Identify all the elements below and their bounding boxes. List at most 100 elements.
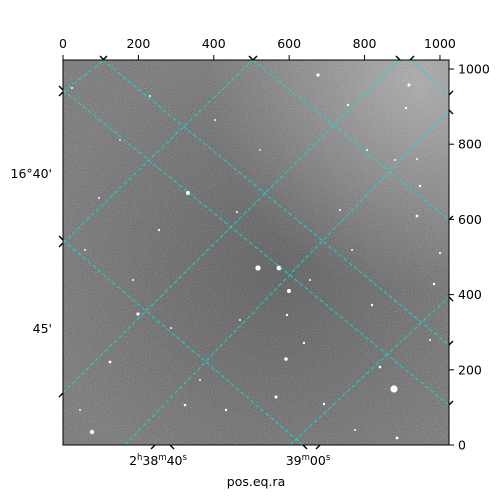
star-42 [259,149,261,151]
star-47 [354,429,356,431]
ra-tick-label-2: 39m00s [286,453,331,468]
world-tick-3 [102,55,108,61]
grid-line-0 [63,60,105,93]
star-19 [370,303,374,307]
world-tick-4 [409,55,415,61]
star-37 [84,249,86,251]
star-8 [316,73,320,77]
star-27 [98,197,100,199]
star-7 [136,312,140,316]
star-45 [429,339,431,341]
y-tick-label-4: 800 [458,137,482,152]
star-12 [432,282,436,286]
star-14 [183,403,187,407]
star-31 [239,319,241,321]
world-tick-10 [58,235,64,241]
star-29 [170,327,172,329]
star-1 [255,265,261,271]
stars [71,73,442,440]
y-tick-label-1: 200 [458,362,482,377]
grid-line-4 [289,296,449,445]
world-tick-20 [315,444,321,450]
star-39 [214,119,216,121]
star-21 [404,106,408,110]
star-34 [416,158,418,160]
star-11 [415,214,419,218]
star-0 [390,385,398,393]
sky-image [63,60,449,445]
star-17 [378,365,382,369]
world-tick-18 [169,444,175,450]
star-22 [395,436,399,440]
star-23 [418,184,422,188]
world-tick-13 [448,90,454,96]
star-13 [108,360,112,364]
grid-line-1 [63,60,254,244]
world-tick-17 [150,444,156,450]
world-tick-15 [448,340,454,346]
grid-line-9 [409,60,449,96]
star-33 [366,149,368,151]
grid-line-7 [102,60,449,346]
y-tick-label-3: 600 [458,212,482,227]
x-tick-label-5: 1000 [424,36,456,51]
star-35 [285,313,289,317]
star-26 [438,251,442,255]
star-28 [132,279,134,281]
star-6 [284,357,288,361]
y-tick-label-2: 400 [458,287,482,302]
world-tick-8 [58,392,64,398]
world-tick-1 [248,55,254,61]
dec-tick-label-1: 16°40' [11,166,53,181]
grid-line-8 [252,60,449,221]
star-32 [351,249,353,251]
plot-frame [62,59,450,446]
grid-line-2 [63,60,401,394]
world-tick-6 [58,91,64,97]
ra-tick-label-1: 2h38m40s [129,453,187,468]
star-10 [274,395,278,399]
grid-line-6 [63,89,449,406]
coordinate-grid [63,60,449,445]
star-46 [79,409,81,411]
star-25 [322,402,326,406]
y-tick-label-0: 0 [458,438,466,453]
star-18 [224,408,228,412]
world-tick-11 [448,109,454,115]
star-4 [186,191,190,195]
star-36 [71,87,73,89]
x-tick-label-2: 400 [202,36,226,51]
star-30 [199,379,201,381]
x-tick-label-3: 600 [277,36,301,51]
world-tick-19 [302,444,308,450]
world-tick-2 [395,55,401,61]
x-tick-label-0: 0 [59,36,67,51]
x-axis-title: pos.eq.ra [227,474,285,489]
star-20 [157,228,161,232]
world-tick-9 [58,85,64,91]
star-44 [309,279,311,281]
y-tick-label-5: 1000 [458,62,490,77]
star-16 [346,103,350,107]
star-9 [407,83,411,87]
dec-tick-label-2: 45' [33,321,52,336]
star-40 [339,209,341,211]
world-tick-14 [448,215,454,221]
world-tick-16 [448,400,454,406]
star-3 [287,289,291,293]
star-38 [149,95,151,97]
x-tick-label-4: 800 [353,36,377,51]
world-axis-ticks [58,55,454,450]
star-15 [302,341,306,345]
star-5 [89,429,95,435]
star-24 [236,211,238,213]
grid-line-5 [63,239,304,445]
star-41 [394,159,396,161]
world-tick-5 [252,55,258,61]
world-tick-7 [58,242,64,248]
star-43 [119,139,121,141]
pixel-axis-ticks: 0 200 400 600 800 1000 0 200 400 600 800 1000 [59,36,490,453]
world-tick-12 [448,296,454,302]
x-tick-label-1: 200 [126,36,150,51]
